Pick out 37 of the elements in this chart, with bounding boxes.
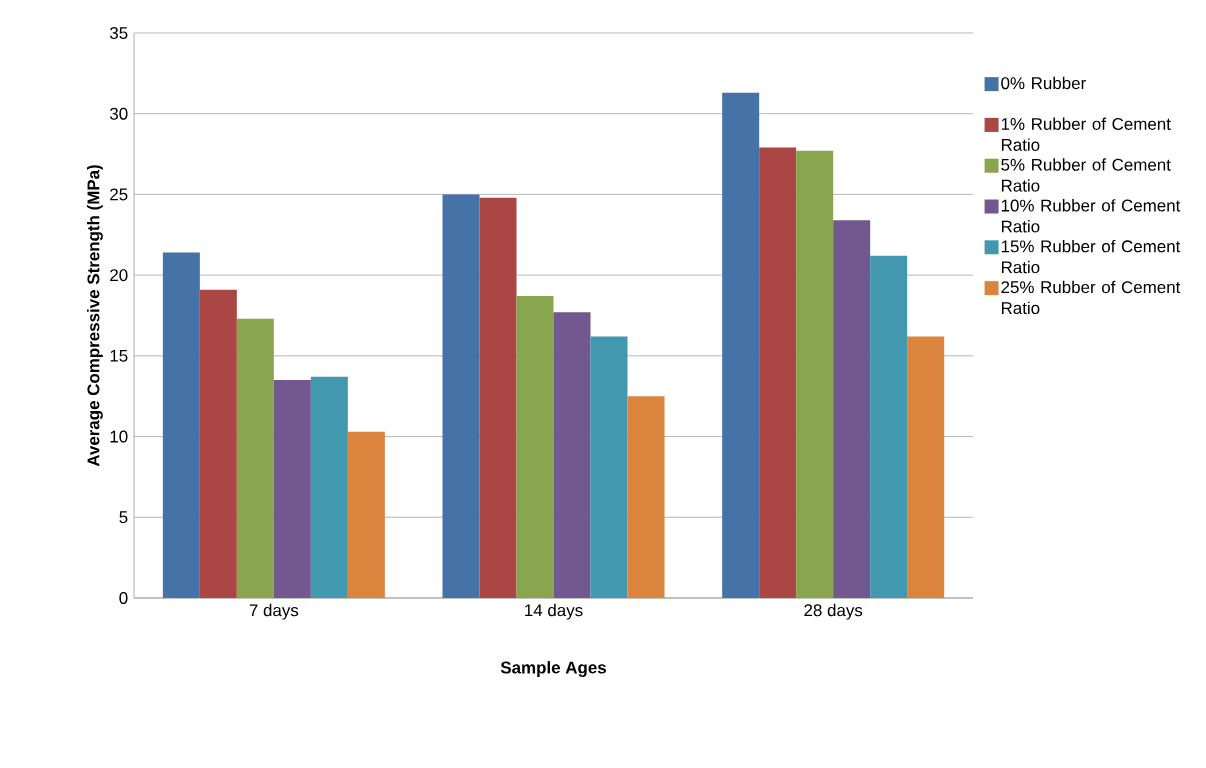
bar — [722, 92, 760, 598]
legend-label: 25% Rubber of Cement Ratio — [1001, 280, 1181, 315]
bar — [759, 147, 797, 598]
legend-label: 1% Rubber of Cement Ratio — [1001, 117, 1171, 151]
x-axis-title: Sample Ages — [500, 661, 606, 677]
y-tick-label: 15 — [110, 349, 128, 362]
bar — [590, 336, 628, 598]
bar — [907, 336, 945, 598]
legend-label: 10% Rubber of Cement Ratio — [1001, 199, 1181, 233]
bar — [347, 431, 385, 598]
y-tick-label: 25 — [110, 188, 128, 201]
legend-label: 5% Rubber of Cement Ratio — [1001, 158, 1171, 192]
y-tick-label: 30 — [109, 107, 128, 120]
x-tick-label: 7 days — [249, 603, 299, 620]
y-tick-label: 35 — [109, 26, 128, 39]
bar — [833, 220, 871, 598]
legend-label: 0% Rubber — [1001, 76, 1086, 90]
y-tick-label: 5 — [119, 511, 128, 524]
y-tick-label: 0 — [119, 591, 128, 604]
bar — [479, 197, 517, 598]
bar — [870, 255, 908, 598]
legend-label: 15% Rubber of Cement Ratio — [1001, 239, 1181, 274]
y-axis-title: Average Compressive Strength (MPa) — [86, 165, 103, 467]
bar — [199, 289, 237, 598]
bar — [273, 380, 311, 598]
x-tick-label: 14 days — [525, 603, 583, 620]
bar — [310, 376, 348, 598]
bar — [162, 252, 200, 598]
bar — [442, 194, 480, 598]
bar — [553, 312, 591, 598]
bar — [627, 396, 665, 598]
bar — [796, 150, 834, 598]
bar — [236, 318, 274, 598]
y-tick-label: 20 — [110, 269, 128, 282]
y-tick-label: 10 — [110, 430, 128, 443]
bar — [516, 296, 554, 598]
x-tick-label: 28 days — [804, 603, 863, 620]
